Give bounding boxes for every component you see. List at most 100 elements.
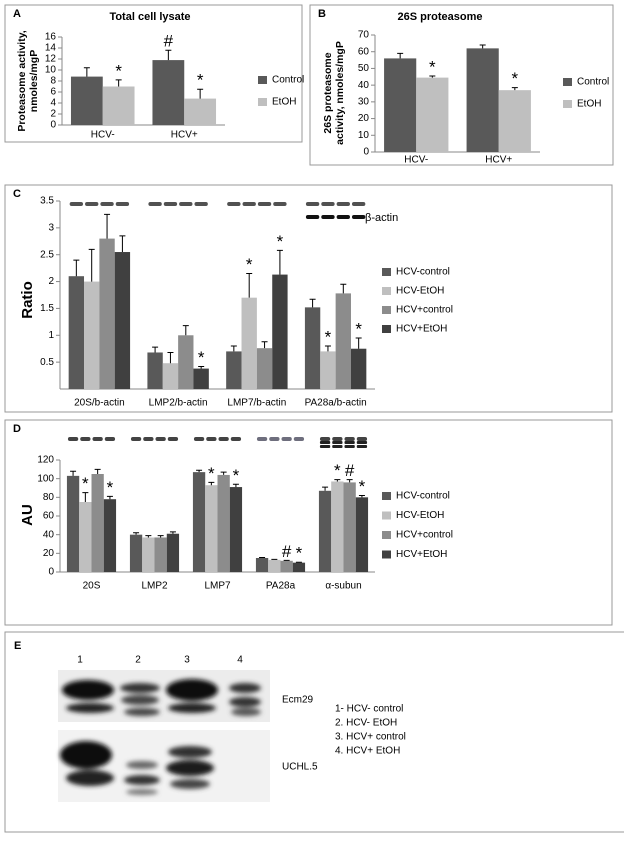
significance-mark: * (198, 348, 205, 367)
bar (229, 487, 243, 572)
y-tick-label: 16 (45, 32, 57, 43)
significance-mark: # (164, 32, 174, 51)
y-tick-label: 10 (358, 130, 370, 141)
blot-band (344, 437, 355, 441)
blot-band (273, 202, 287, 206)
y-tick-label: 10 (45, 65, 57, 76)
y-tick-label: 4 (50, 98, 56, 109)
bar (91, 474, 104, 572)
bar (355, 497, 369, 572)
bar (178, 335, 194, 389)
y-axis-label: Ratio (19, 281, 36, 319)
blot-band (143, 437, 154, 441)
y-tick-label: 12 (45, 54, 57, 65)
y-tick-label: 60 (358, 46, 370, 57)
y-tick-label: 14 (45, 43, 57, 54)
significance-mark: * (107, 478, 114, 497)
y-axis-label: nmoles/mgP (28, 50, 40, 112)
legend-swatch (382, 492, 391, 500)
blot-band (163, 202, 178, 206)
error-bar (346, 479, 353, 483)
y-tick-label: 0 (363, 147, 369, 158)
bar (103, 499, 117, 572)
error-bar (261, 341, 268, 349)
bar (184, 98, 217, 125)
significance-mark: * (334, 461, 341, 480)
significance-mark: * (325, 328, 332, 347)
blot-band (332, 441, 343, 444)
error-bar (196, 469, 203, 473)
blot-band (356, 441, 368, 444)
legend-label: HCV-control (396, 267, 450, 278)
error-bar (167, 351, 174, 364)
y-tick-label: 6 (50, 87, 56, 98)
blot-band (92, 437, 103, 441)
y-tick-label: 30 (358, 96, 370, 107)
legend-swatch (382, 511, 391, 520)
panel-label: E (14, 640, 21, 652)
legend-label: HCV-EtOH (396, 286, 444, 297)
legend-label: HCV+control (396, 530, 453, 541)
error-bar (322, 486, 329, 491)
error-bar (165, 49, 172, 61)
bar (498, 90, 531, 152)
bar (292, 562, 306, 572)
legend-swatch (382, 268, 391, 276)
bar (154, 537, 167, 572)
lane-label: 2 (135, 655, 141, 666)
bar (318, 490, 332, 572)
blot-legend: 2. HCV- EtOH (335, 718, 397, 729)
error-bar (220, 471, 227, 475)
significance-mark: * (197, 71, 204, 90)
chart-title: 26S proteasome (398, 11, 483, 23)
x-tick-label: HCV- (91, 130, 115, 141)
bar (335, 293, 351, 389)
blot-band (319, 437, 331, 441)
blot-band (319, 445, 331, 448)
lane-label: 3 (184, 655, 190, 666)
error-bar (358, 494, 365, 498)
bar (66, 475, 80, 572)
significance-mark: # (345, 461, 355, 480)
legend-label: Control (577, 77, 609, 88)
bar (255, 558, 269, 572)
y-tick-label: 1.5 (40, 303, 54, 314)
legend-swatch (382, 531, 391, 539)
blot-band (256, 437, 268, 441)
legend-label: HCV+EtOH (396, 549, 447, 560)
panel-b-frame (309, 4, 614, 166)
y-tick-label: 2.5 (40, 249, 54, 260)
blot-band (321, 202, 335, 206)
bar (147, 352, 163, 389)
significance-mark: * (82, 474, 89, 493)
error-bar (340, 283, 347, 294)
error-bar (511, 87, 518, 91)
legend-swatch (382, 287, 391, 295)
blot-band (356, 445, 368, 448)
error-bar (157, 535, 164, 538)
blot-band (344, 445, 355, 448)
x-tick-label: α-subun (325, 581, 361, 592)
chart-title: Total cell lysate (109, 11, 190, 23)
blot-bands (60, 679, 261, 795)
row-label: Ecm29 (282, 695, 314, 706)
error-bar (133, 532, 140, 535)
panel-e-frame (4, 631, 624, 833)
blot-band (319, 441, 331, 444)
blot-band (344, 441, 355, 444)
x-tick-label: HCV- (404, 155, 428, 166)
bar (142, 537, 155, 572)
bar (256, 348, 273, 389)
bar (70, 76, 103, 125)
blot-band (167, 437, 179, 441)
blot-band (206, 437, 217, 441)
error-bar (73, 259, 80, 277)
bar (102, 86, 135, 125)
row-label: UCHL.5 (282, 762, 318, 773)
error-bar (479, 44, 486, 49)
panel-label: B (318, 8, 326, 20)
error-bar (208, 481, 215, 486)
y-tick-label: 50 (358, 63, 370, 74)
legend-swatch (382, 550, 391, 559)
